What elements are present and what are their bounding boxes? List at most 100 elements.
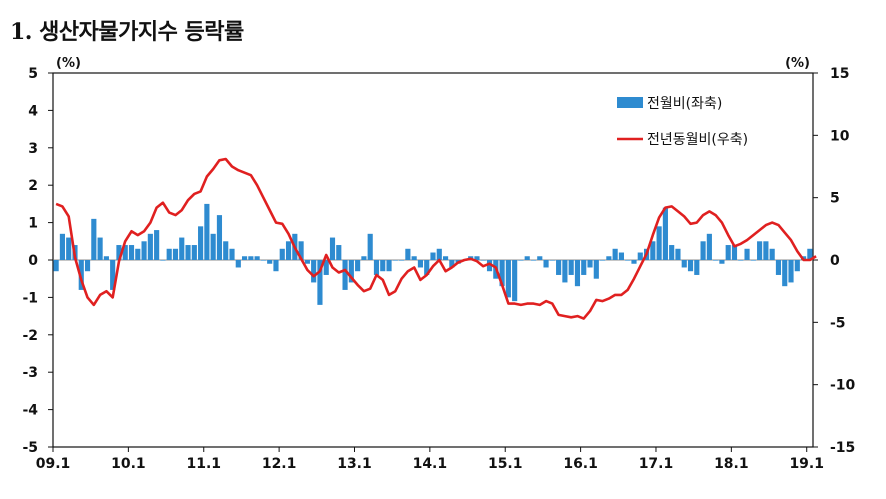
- bar: [763, 241, 769, 260]
- bar: [59, 233, 65, 260]
- bar: [198, 226, 204, 260]
- bar: [625, 260, 631, 261]
- x-tick-label: 13.1: [337, 456, 372, 472]
- bar: [587, 260, 593, 268]
- right-tick-label: -10: [830, 378, 856, 394]
- x-tick-label: 19.1: [789, 456, 824, 472]
- x-tick-label: 10.1: [111, 456, 146, 472]
- bar: [499, 260, 505, 287]
- bar: [769, 248, 775, 260]
- bar: [216, 215, 223, 260]
- left-tick-label: 4: [28, 103, 38, 119]
- bar: [323, 260, 329, 275]
- bar: [235, 260, 241, 268]
- bar: [719, 260, 725, 264]
- bar: [530, 260, 537, 261]
- bar: [524, 256, 530, 260]
- bar: [91, 218, 97, 260]
- left-axis-unit: (%): [56, 56, 81, 71]
- bar: [141, 241, 147, 260]
- right-tick-label: -15: [830, 440, 855, 456]
- bar: [581, 260, 587, 275]
- line-path: [55, 157, 817, 320]
- bar: [223, 241, 229, 260]
- bar: [342, 260, 348, 290]
- bar: [669, 245, 675, 260]
- legend: 전월비(좌축) 전년동월비(우축): [617, 96, 748, 148]
- bar: [210, 233, 216, 260]
- x-tick-label: 18.1: [714, 456, 749, 472]
- bar: [606, 256, 612, 260]
- bar: [738, 260, 744, 261]
- bar: [97, 237, 103, 260]
- bar: [600, 260, 606, 261]
- bar: [241, 256, 248, 260]
- bar: [78, 260, 84, 290]
- x-tick-label: 09.1: [36, 456, 71, 472]
- bar: [593, 260, 599, 279]
- right-tick-label: 0: [830, 253, 840, 269]
- bar: [725, 245, 731, 260]
- bar: [675, 248, 681, 260]
- bar: [135, 248, 141, 260]
- bar: [631, 260, 637, 264]
- bar: [512, 260, 518, 302]
- bar: [380, 260, 386, 272]
- legend-line-label: 전년동월비(우축): [647, 132, 748, 148]
- bar: [782, 260, 788, 287]
- bar: [285, 241, 292, 260]
- bar: [367, 233, 373, 260]
- bar: [373, 260, 380, 275]
- bar: [336, 245, 342, 260]
- bar: [254, 256, 260, 260]
- bar: [311, 260, 317, 283]
- bar: [154, 230, 160, 260]
- bar: [424, 260, 430, 275]
- line-series: [55, 157, 817, 320]
- bar: [549, 260, 555, 261]
- bar: [160, 260, 166, 261]
- bar: [757, 241, 763, 260]
- left-tick-label: -3: [22, 365, 38, 381]
- bar: [348, 260, 354, 283]
- bar: [442, 256, 449, 260]
- bar: [505, 260, 511, 298]
- bar: [298, 241, 304, 260]
- legend-bar-label: 전월비(좌축): [647, 96, 722, 112]
- bar: [103, 256, 109, 260]
- bar: [66, 237, 72, 260]
- left-tick-label: 5: [28, 66, 38, 82]
- left-tick-label: -4: [22, 403, 38, 419]
- x-tick-label: 11.1: [186, 456, 221, 472]
- bar: [656, 226, 662, 260]
- right-tick-label: -5: [830, 315, 846, 331]
- bar: [191, 245, 197, 260]
- bar: [474, 256, 480, 260]
- x-tick-label: 12.1: [262, 456, 297, 472]
- bar: [788, 260, 794, 283]
- bar: [147, 233, 153, 260]
- bar: [204, 203, 210, 260]
- bar: [53, 260, 59, 272]
- bar: [518, 260, 524, 261]
- bar: [172, 248, 179, 260]
- bar: [775, 260, 782, 275]
- x-tick-label: 16.1: [563, 456, 598, 472]
- bar: [179, 237, 185, 260]
- left-tick-label: 2: [28, 178, 38, 194]
- bar: [731, 245, 738, 260]
- bar: [543, 260, 549, 268]
- x-tick-label: 14.1: [413, 456, 448, 472]
- bar: [744, 248, 750, 260]
- bar: [110, 260, 116, 290]
- bar: [279, 248, 285, 260]
- bar: [355, 260, 361, 272]
- bar: [687, 260, 694, 272]
- bar: [568, 260, 574, 275]
- left-tick-label: 1: [28, 216, 38, 232]
- left-tick-label: -1: [22, 290, 38, 306]
- bar: [574, 260, 581, 287]
- bar: [116, 245, 122, 260]
- bar: [329, 237, 336, 260]
